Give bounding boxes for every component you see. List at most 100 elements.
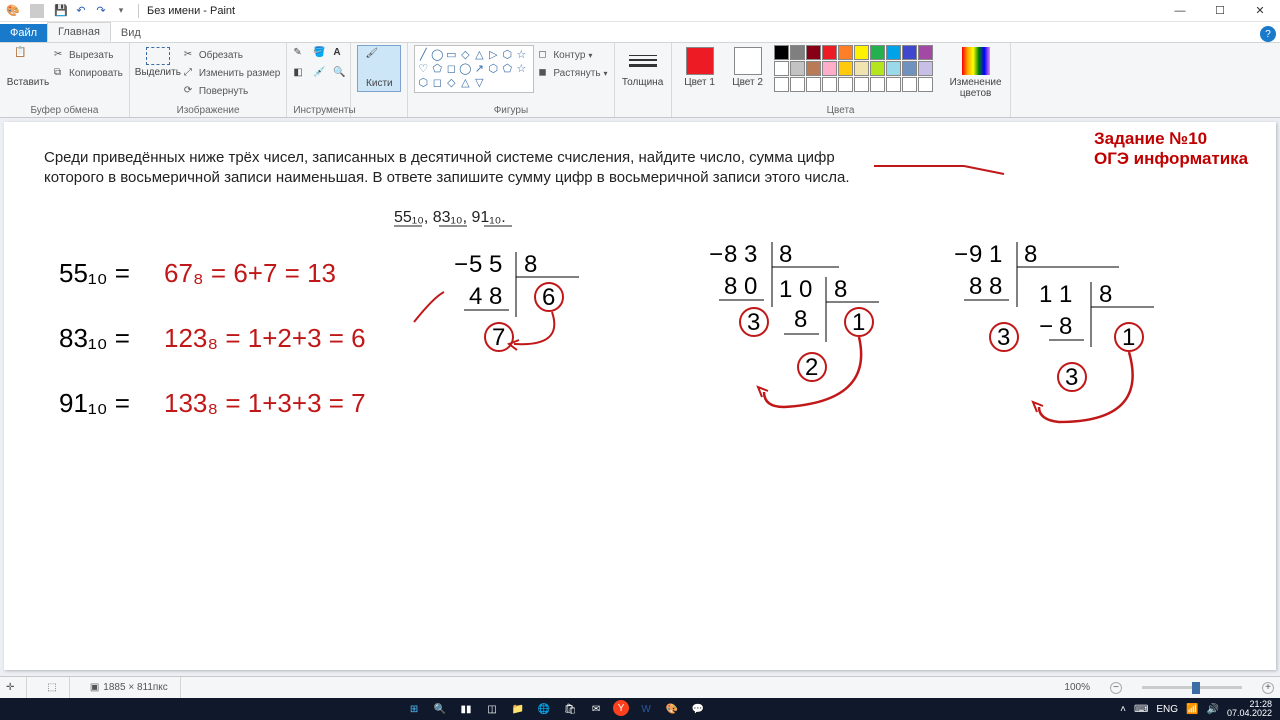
yandex-icon[interactable]: Y [613, 700, 629, 716]
palette-swatch[interactable] [806, 77, 821, 92]
crop-button[interactable]: ✂Обрезать [184, 47, 280, 63]
clock[interactable]: 21:28 07.04.2022 [1227, 700, 1272, 718]
picker-icon[interactable]: 💉 [313, 67, 329, 83]
tab-file[interactable]: Файл [0, 24, 47, 42]
palette-swatch[interactable] [774, 61, 789, 76]
search-icon[interactable]: 🔍 [431, 700, 449, 718]
copy-button[interactable]: ⧉Копировать [54, 65, 123, 81]
palette-swatch[interactable] [822, 77, 837, 92]
zoom-in-button[interactable]: + [1262, 682, 1274, 694]
edge-icon[interactable]: 🌐 [535, 700, 553, 718]
taskview-icon[interactable]: ▮▮ [457, 700, 475, 718]
undo-icon[interactable]: ↶ [74, 4, 88, 18]
palette-swatch[interactable] [838, 45, 853, 60]
edit-colors-button[interactable]: Изменение цветов [948, 45, 1004, 99]
pencil-icon[interactable]: ✎ [293, 47, 309, 63]
minimize-button[interactable]: — [1160, 0, 1200, 22]
store-icon[interactable]: 🛍 [561, 700, 579, 718]
tab-home[interactable]: Главная [47, 22, 111, 42]
brushes-button[interactable]: 🖌 Кисти [357, 45, 401, 92]
chat-icon[interactable]: 💬 [689, 700, 707, 718]
select-button[interactable]: Выделить [136, 45, 180, 78]
select-icon [146, 47, 170, 65]
palette-swatch[interactable] [854, 45, 869, 60]
zoom-label: 100% [1064, 682, 1090, 693]
window-title: Без имени - Paint [143, 5, 235, 17]
widgets-icon[interactable]: ◫ [483, 700, 501, 718]
color-palette[interactable] [774, 45, 944, 92]
text-icon[interactable]: A [333, 47, 349, 63]
palette-swatch[interactable] [870, 61, 885, 76]
palette-swatch[interactable] [870, 45, 885, 60]
palette-swatch[interactable] [790, 45, 805, 60]
fill-icon[interactable]: 🪣 [313, 47, 329, 63]
group-brushes: 🖌 Кисти [351, 43, 408, 117]
palette-swatch[interactable] [902, 77, 917, 92]
group-shapes: ╱◯▭◇△▷⬡ ☆♡⬠◻◯↗⬡ ⬠☆⬡◻◇△▽ ◻Контур▾ ◼Растян… [408, 43, 614, 117]
palette-swatch[interactable] [902, 61, 917, 76]
palette-swatch[interactable] [822, 61, 837, 76]
taskbar: ⊞ 🔍 ▮▮ ◫ 📁 🌐 🛍 ✉ Y W 🎨 💬 ˄ ⌨ ENG 📶 🔊 21:… [0, 698, 1280, 720]
shapes-gallery[interactable]: ╱◯▭◇△▷⬡ ☆♡⬠◻◯↗⬡ ⬠☆⬡◻◇△▽ [414, 45, 534, 93]
canvas[interactable]: Задание №10 ОГЭ информатика Среди привед… [4, 122, 1276, 670]
palette-swatch[interactable] [854, 61, 869, 76]
zoom-slider[interactable] [1142, 686, 1242, 689]
tray-chevron-icon[interactable]: ˄ [1120, 704, 1126, 715]
edit-colors-icon [962, 47, 990, 75]
wifi-icon[interactable]: 📶 [1186, 704, 1198, 715]
resize-button[interactable]: ⤢Изменить размер [184, 65, 280, 81]
palette-swatch[interactable] [838, 61, 853, 76]
palette-swatch[interactable] [774, 45, 789, 60]
paint-icon[interactable]: 🎨 [663, 700, 681, 718]
cut-button[interactable]: ✂Вырезать [54, 47, 123, 63]
mail-icon[interactable]: ✉ [587, 700, 605, 718]
color2-button[interactable]: Цвет 2 [726, 45, 770, 88]
palette-swatch[interactable] [918, 77, 933, 92]
palette-swatch[interactable] [854, 77, 869, 92]
zoom-out-button[interactable]: − [1110, 682, 1122, 694]
palette-swatch[interactable] [822, 45, 837, 60]
palette-swatch[interactable] [838, 77, 853, 92]
color1-swatch [686, 47, 714, 75]
palette-swatch[interactable] [790, 61, 805, 76]
paste-button[interactable]: 📋 Вставить [6, 45, 50, 88]
customize-qat-icon[interactable]: ▾ [114, 4, 128, 18]
explorer-icon[interactable]: 📁 [509, 700, 527, 718]
palette-swatch[interactable] [870, 77, 885, 92]
palette-swatch[interactable] [774, 77, 789, 92]
palette-swatch[interactable] [918, 61, 933, 76]
tab-view[interactable]: Вид [111, 24, 151, 42]
save-icon[interactable]: 💾 [54, 4, 68, 18]
close-button[interactable]: ✕ [1240, 0, 1280, 22]
maximize-button[interactable]: ☐ [1200, 0, 1240, 22]
selection-icon: ⬚ [47, 682, 56, 693]
redo-icon[interactable]: ↷ [94, 4, 108, 18]
palette-swatch[interactable] [918, 45, 933, 60]
word-icon[interactable]: W [637, 700, 655, 718]
input-icon[interactable]: ⌨ [1134, 704, 1148, 715]
lang-indicator[interactable]: ENG [1156, 704, 1178, 715]
size-button[interactable]: Толщина [621, 45, 665, 88]
palette-swatch[interactable] [886, 45, 901, 60]
svg-text:5 5: 5 5 [469, 251, 502, 278]
svg-text:8 3: 8 3 [724, 241, 757, 268]
palette-swatch[interactable] [902, 45, 917, 60]
shape-fill-button[interactable]: ◼Растянуть▾ [538, 65, 607, 81]
shape-outline-button[interactable]: ◻Контур▾ [538, 47, 607, 63]
magnifier-icon[interactable]: 🔍 [333, 67, 349, 83]
palette-swatch[interactable] [790, 77, 805, 92]
color1-button[interactable]: Цвет 1 [678, 45, 722, 88]
rotate-button[interactable]: ⟳Повернуть [184, 83, 280, 99]
palette-swatch[interactable] [806, 61, 821, 76]
volume-icon[interactable]: 🔊 [1207, 704, 1219, 715]
eraser-icon[interactable]: ◧ [293, 67, 309, 83]
palette-swatch[interactable] [886, 61, 901, 76]
svg-text:8: 8 [1099, 281, 1112, 308]
svg-text:8: 8 [794, 306, 807, 333]
palette-swatch[interactable] [806, 45, 821, 60]
svg-text:8: 8 [834, 276, 847, 303]
start-icon[interactable]: ⊞ [405, 700, 423, 718]
help-icon[interactable]: ? [1260, 26, 1276, 42]
palette-swatch[interactable] [886, 77, 901, 92]
svg-text:Среди приведённых ниже трёх чи: Среди приведённых ниже трёх чисел, запис… [44, 149, 835, 166]
